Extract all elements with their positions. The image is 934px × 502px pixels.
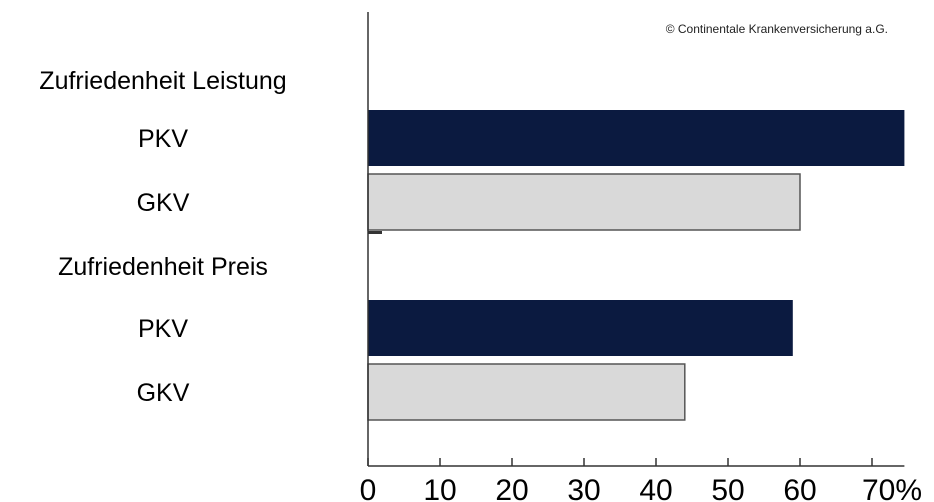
bar-pkv-0 <box>368 110 905 166</box>
category-label: GKV <box>137 379 190 407</box>
category-label: PKV <box>138 125 188 153</box>
x-tick-label: 70% <box>862 474 922 502</box>
bar-gkv-3 <box>367 363 686 421</box>
copyright-note: © Continentale Krankenversicherung a.G. <box>665 22 888 36</box>
x-tick-label: 0 <box>360 474 377 502</box>
category-label: GKV <box>137 189 190 217</box>
x-tick-label: 30 <box>567 474 600 502</box>
minor-marker <box>368 231 382 234</box>
bar-pkv-2 <box>368 300 793 356</box>
x-tick-label: 10 <box>423 474 456 502</box>
x-tick-label: 40 <box>639 474 672 502</box>
x-tick-label: 20 <box>495 474 528 502</box>
bar-gkv-1 <box>367 173 801 231</box>
group-label: Zufriedenheit Leistung <box>39 67 286 95</box>
x-tick-label: 50 <box>711 474 744 502</box>
category-label: PKV <box>138 315 188 343</box>
group-label: Zufriedenheit Preis <box>58 253 268 281</box>
x-tick-label: 60 <box>783 474 816 502</box>
